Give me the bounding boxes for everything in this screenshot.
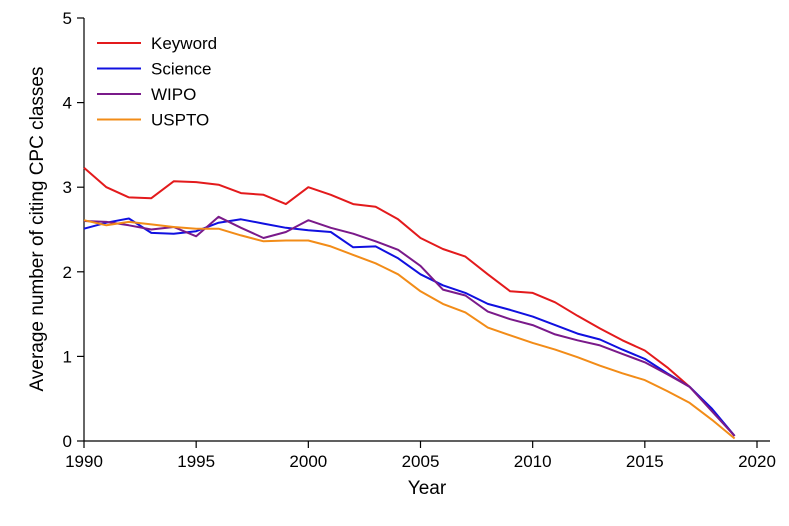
- y-tick-label: 1: [63, 347, 72, 366]
- x-tick-label: 1990: [65, 452, 103, 471]
- y-tick-label: 2: [63, 263, 72, 282]
- series-line-keyword: [83, 166, 736, 437]
- series-line-science: [83, 217, 736, 437]
- x-axis-ticks: 1990 1995 2000 2005 2010 2015 2020: [65, 441, 776, 471]
- y-tick-label: 4: [63, 94, 72, 113]
- y-tick-label: 3: [63, 178, 72, 197]
- series-line-wipo: [83, 215, 736, 437]
- legend-label: Science: [151, 60, 211, 79]
- x-tick-label: 2010: [514, 452, 552, 471]
- series-line-uspto: [83, 219, 736, 440]
- x-tick-label: 2005: [402, 452, 440, 471]
- y-axis-ticks: 0 1 2 3 4 5: [63, 9, 84, 451]
- x-tick-label: 1995: [177, 452, 215, 471]
- legend: Keyword Science WIPO USPTO: [97, 34, 217, 130]
- y-axis-title: Average number of citing CPC classes: [27, 67, 48, 392]
- y-tick-label: 0: [63, 432, 72, 451]
- legend-label: Keyword: [151, 34, 217, 53]
- legend-item-wipo: WIPO: [97, 85, 196, 104]
- plot-frame: [83, 18, 770, 442]
- y-tick-label: 5: [63, 9, 72, 28]
- x-tick-label: 2020: [738, 452, 776, 471]
- legend-item-uspto: USPTO: [97, 111, 209, 130]
- series-lines: [83, 166, 736, 440]
- x-tick-label: 2015: [626, 452, 664, 471]
- x-tick-label: 2000: [289, 452, 327, 471]
- legend-item-science: Science: [97, 60, 211, 79]
- legend-label: USPTO: [151, 111, 209, 130]
- legend-label: WIPO: [151, 85, 196, 104]
- legend-item-keyword: Keyword: [97, 34, 217, 53]
- x-axis-title: Year: [408, 478, 447, 499]
